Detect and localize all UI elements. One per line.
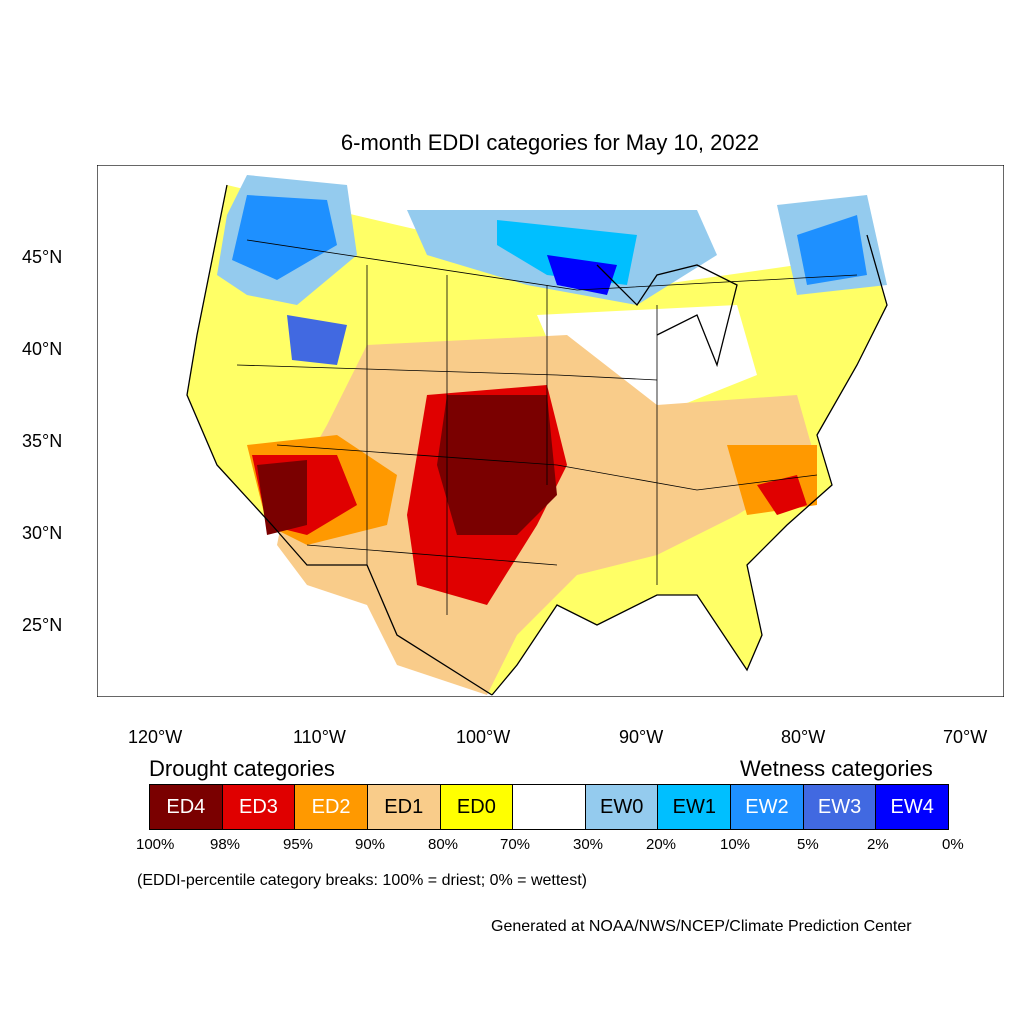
legend-ed4: ED4 bbox=[150, 785, 223, 829]
wet-idaho bbox=[287, 315, 347, 365]
legend-ew3: EW3 bbox=[803, 785, 877, 829]
wet-northwest-core bbox=[232, 195, 337, 280]
lon-label-120w: 120°W bbox=[128, 727, 183, 747]
pct-break-70: 70% bbox=[500, 836, 531, 853]
legend-ed0-label: ED0 bbox=[456, 795, 496, 818]
pct-break-30: 30% bbox=[573, 836, 604, 853]
legend-ed4-label: ED4 bbox=[166, 795, 206, 818]
pct-break-100: 100% bbox=[136, 836, 175, 853]
credit-line: Generated at NOAA/NWS/NCEP/Climate Predi… bbox=[491, 918, 912, 935]
pct-break-20: 20% bbox=[646, 836, 677, 853]
legend-ed1: ED1 bbox=[367, 785, 441, 829]
pct-break-0: 0% bbox=[942, 836, 964, 853]
lon-label-90w: 90°W bbox=[619, 727, 664, 747]
wetness-heading: Wetness categories bbox=[740, 756, 933, 781]
wet-minnesota bbox=[547, 255, 617, 295]
drought-heading: Drought categories bbox=[149, 756, 335, 781]
ed1-plains bbox=[277, 335, 817, 695]
lat-label-25: 25°N bbox=[22, 615, 63, 635]
ed4-kansas bbox=[437, 395, 557, 535]
legend-ew1-label: EW1 bbox=[672, 795, 716, 818]
state-boundaries bbox=[236, 239, 858, 615]
legend-ew0: EW0 bbox=[585, 785, 659, 829]
legend-ed2-label: ED2 bbox=[311, 795, 351, 818]
legend-ed0: ED0 bbox=[440, 785, 514, 829]
lon-label-100w: 100°W bbox=[456, 727, 511, 747]
pct-break-2: 2% bbox=[867, 836, 889, 853]
legend-ew0-label: EW0 bbox=[599, 795, 644, 818]
legend-ed3: ED3 bbox=[222, 785, 296, 829]
pct-break-90: 90% bbox=[355, 836, 386, 853]
wet-newengland-core bbox=[797, 215, 867, 285]
lat-label-30: 30°N bbox=[22, 523, 63, 543]
pct-break-80: 80% bbox=[428, 836, 459, 853]
pct-break-98: 98% bbox=[210, 836, 241, 853]
lon-label-80w: 80°W bbox=[781, 727, 826, 747]
eddi-map bbox=[97, 165, 1004, 697]
legend-ed2: ED2 bbox=[295, 785, 368, 829]
pct-break-5: 5% bbox=[797, 836, 819, 853]
legend-ew2: EW2 bbox=[731, 785, 804, 829]
pct-break-10: 10% bbox=[720, 836, 751, 853]
coastlines bbox=[186, 184, 888, 696]
ed3-carolina bbox=[757, 475, 807, 515]
legend-ed1-label: ED1 bbox=[384, 795, 424, 818]
pct-break-95: 95% bbox=[283, 836, 314, 853]
legend-ew4: EW4 bbox=[876, 785, 949, 829]
lon-label-110w: 110°W bbox=[293, 727, 346, 747]
legend-ed3-label: ED3 bbox=[239, 795, 278, 818]
legend-ew3-label: EW3 bbox=[817, 795, 862, 818]
category-legend: ED4 ED3 ED2 ED1 ED0 EW0 EW1 EW2 EW3 EW4 bbox=[149, 784, 949, 830]
legend-ew4-label: EW4 bbox=[890, 795, 934, 818]
percentile-note: (EDDI-percentile category breaks: 100% =… bbox=[137, 872, 587, 889]
legend-ew2-label: EW2 bbox=[745, 795, 789, 818]
lat-label-40: 40°N bbox=[22, 339, 63, 359]
legend-normal bbox=[513, 785, 586, 829]
legend-ew1: EW1 bbox=[658, 785, 732, 829]
map-title: 6-month EDDI categories for May 10, 2022 bbox=[340, 130, 760, 155]
ed4-arizona bbox=[257, 460, 307, 535]
lat-label-45: 45°N bbox=[22, 247, 63, 267]
lon-label-70w: 70°W bbox=[943, 727, 988, 747]
lat-label-35: 35°N bbox=[22, 431, 63, 451]
